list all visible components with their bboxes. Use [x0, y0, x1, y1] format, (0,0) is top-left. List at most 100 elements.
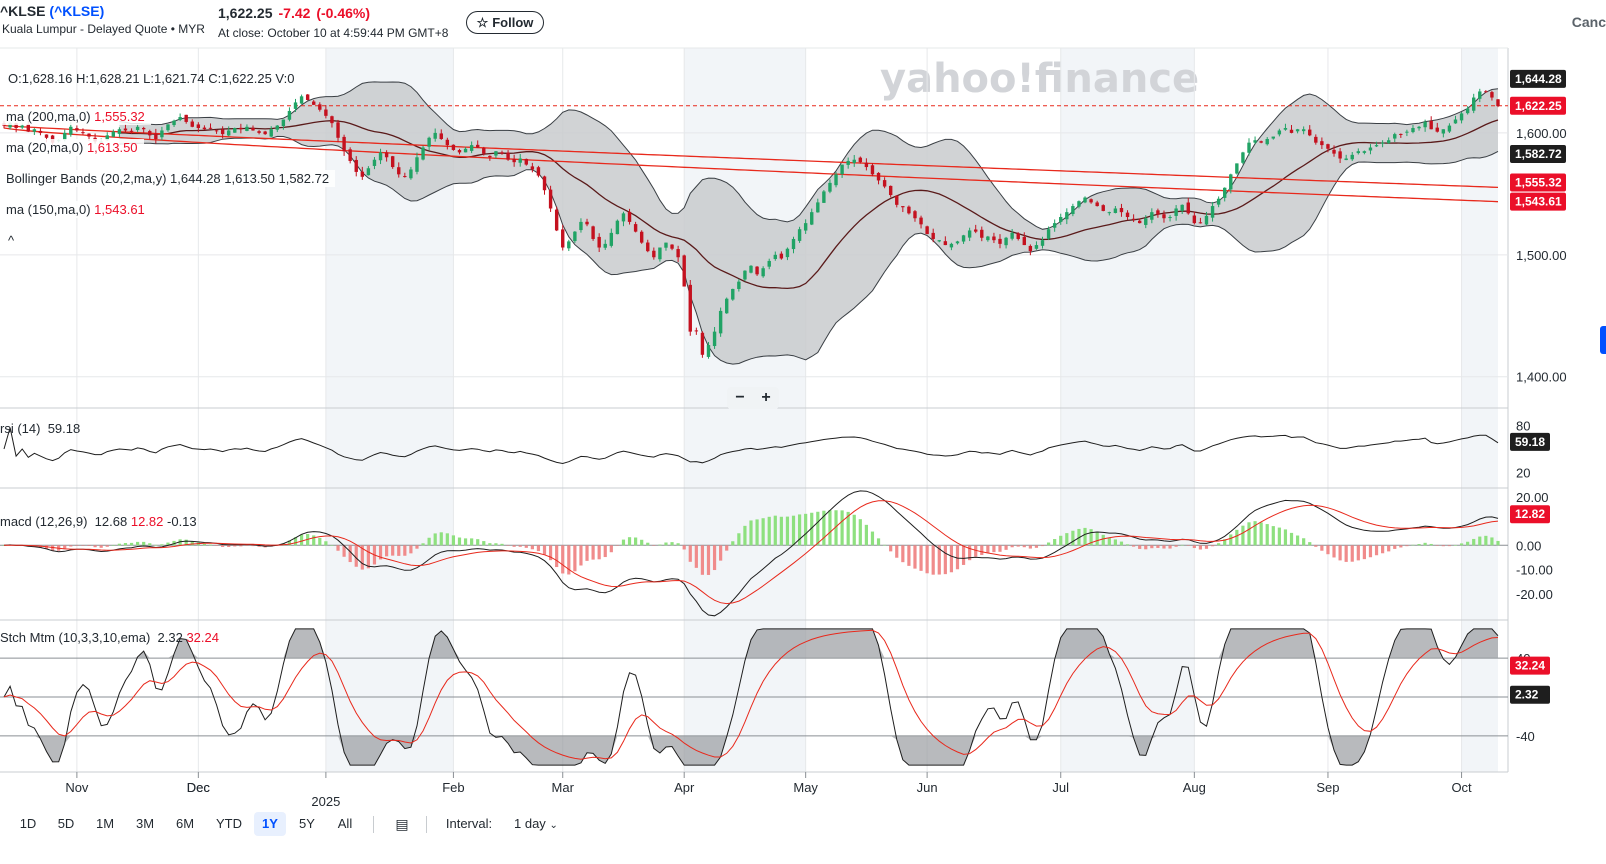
- cancel-button[interactable]: Canc: [1571, 14, 1606, 30]
- macd-label: macd (12,26,9): [0, 514, 88, 529]
- macd-histogram-bar: [767, 516, 771, 546]
- legend-bollinger[interactable]: Bollinger Bands (20,2,ma,y) 1,644.28 1,6…: [0, 170, 336, 187]
- macd-histogram-bar: [883, 544, 887, 546]
- candle-body: [1229, 174, 1233, 190]
- macd-histogram-bar: [1326, 545, 1330, 555]
- legend-bb-label: Bollinger Bands (20,2,ma,y): [6, 171, 167, 186]
- macd-histogram-bar: [1472, 538, 1476, 546]
- candle-body: [609, 232, 614, 246]
- macd-histogram-bar: [293, 537, 298, 546]
- range-ytd[interactable]: YTD: [216, 816, 242, 831]
- candle-body: [117, 129, 122, 134]
- x-tick-label: 2025: [311, 794, 340, 809]
- legend-ma150[interactable]: ma (150,ma,0) 1,543.61: [0, 201, 151, 218]
- range-1y[interactable]: 1Y: [254, 812, 286, 836]
- range-6m[interactable]: 6M: [175, 816, 195, 831]
- macd-histogram-bar: [664, 542, 668, 546]
- macd-histogram-bar: [1295, 535, 1300, 546]
- macd-tick-label: 0.00: [1516, 538, 1541, 553]
- macd-histogram-bar: [117, 543, 121, 546]
- macd-histogram-bar: [688, 545, 692, 562]
- candle-body: [761, 268, 765, 277]
- range-1m[interactable]: 1M: [95, 816, 115, 831]
- candle-body: [603, 243, 607, 248]
- candle-body: [1241, 152, 1245, 163]
- candle-body: [196, 124, 201, 129]
- macd-histogram-bar: [1356, 545, 1360, 561]
- legend-ma200[interactable]: ma (200,ma,0) 1,555.32: [0, 108, 151, 125]
- range-5d[interactable]: 5D: [57, 816, 75, 831]
- macd-histogram-bar: [1478, 536, 1482, 546]
- macd-histogram-bar: [136, 541, 140, 546]
- candle-body: [524, 158, 528, 165]
- stoch-d-badge-bg: [1510, 656, 1550, 675]
- macd-histogram-bar: [1459, 543, 1464, 546]
- stoch-legend[interactable]: Stch Mtm (10,3,3,10,ema) 2.32 32.24: [0, 630, 219, 645]
- macd-histogram-bar: [822, 510, 826, 546]
- candle-body: [1320, 141, 1324, 146]
- macd-legend[interactable]: macd (12,26,9) 12.68 12.82 -0.13: [0, 514, 197, 529]
- stoch-label: Stch Mtm (10,3,3,10,ema): [0, 630, 151, 645]
- macd-histogram-bar: [615, 545, 619, 546]
- macd-histogram-bar: [1016, 545, 1020, 547]
- macd-histogram-bar: [1022, 545, 1026, 548]
- macd-histogram-bar: [81, 545, 85, 546]
- rsi-legend[interactable]: rsi (14) 59.18: [0, 421, 80, 436]
- candle-body: [372, 159, 377, 166]
- candle-body: [330, 116, 334, 124]
- range-all[interactable]: All: [337, 816, 353, 831]
- macd-histogram-bar: [1198, 545, 1203, 550]
- symbol-name: ^KLSE: [0, 3, 46, 19]
- candle-body: [1441, 129, 1446, 134]
- macd-histogram-bar: [579, 545, 583, 566]
- macd-histogram-bar: [123, 543, 128, 546]
- macd-histogram-bar: [1083, 527, 1087, 546]
- collapse-legend-icon[interactable]: ^: [8, 233, 15, 248]
- stoch-k-value: 2.32: [157, 630, 183, 645]
- macd-signal-value: 12.82: [130, 514, 164, 529]
- candle-body: [937, 240, 941, 242]
- macd-histogram-bar: [840, 510, 844, 546]
- candle-body: [1423, 121, 1427, 128]
- zoom-out-button[interactable]: −: [735, 389, 745, 406]
- interval-value: 1 day: [514, 816, 546, 831]
- price-block: 1,622.25 -7.42 (-0.46%): [218, 5, 370, 21]
- macd-histogram-bar: [439, 532, 443, 546]
- interval-select[interactable]: 1 day ⌄: [514, 812, 574, 836]
- calendar-icon[interactable]: ▤: [395, 816, 409, 832]
- range-1d[interactable]: 1D: [19, 816, 37, 831]
- candle-body: [184, 114, 188, 122]
- candle-body: [567, 241, 571, 249]
- candle-body: [925, 226, 929, 235]
- candle-body: [154, 133, 158, 139]
- macd-histogram-bar: [755, 519, 759, 546]
- macd-histogram-bar: [348, 545, 352, 563]
- macd-histogram-bar: [457, 537, 462, 546]
- price-change: -7.42: [278, 5, 311, 21]
- candle-body: [63, 132, 67, 140]
- candle-body: [111, 131, 116, 137]
- ma150-badge-bg: [1510, 192, 1566, 211]
- macd-histogram-bar: [142, 541, 146, 546]
- range-3m[interactable]: 3M: [135, 816, 155, 831]
- x-tick-label: Nov: [65, 780, 89, 795]
- macd-histogram-bar: [1289, 532, 1294, 546]
- macd-histogram-bar: [1362, 545, 1366, 560]
- side-panel-tab[interactable]: [1600, 326, 1606, 354]
- symbol-link[interactable]: (^KLSE): [49, 3, 105, 19]
- price-tick-label: 1,400.00: [1516, 370, 1567, 385]
- macd-histogram-bar: [1077, 528, 1081, 546]
- candle-body: [81, 132, 85, 134]
- macd-histogram-bar: [1332, 545, 1336, 558]
- zoom-in-button[interactable]: +: [761, 389, 771, 406]
- range-5y[interactable]: 5Y: [299, 816, 315, 831]
- macd-histogram-bar: [1484, 535, 1488, 546]
- bollinger-band-fill: [119, 81, 1498, 365]
- follow-button[interactable]: ☆ Follow: [466, 11, 544, 34]
- legend-ma20[interactable]: ma (20,ma,0) 1,613.50: [0, 139, 144, 156]
- legend-ma200-value: 1,555.32: [94, 109, 145, 124]
- stoch-k-badge: 2.32: [1515, 688, 1539, 702]
- candle-body: [32, 129, 37, 132]
- macd-histogram-bar: [876, 538, 881, 546]
